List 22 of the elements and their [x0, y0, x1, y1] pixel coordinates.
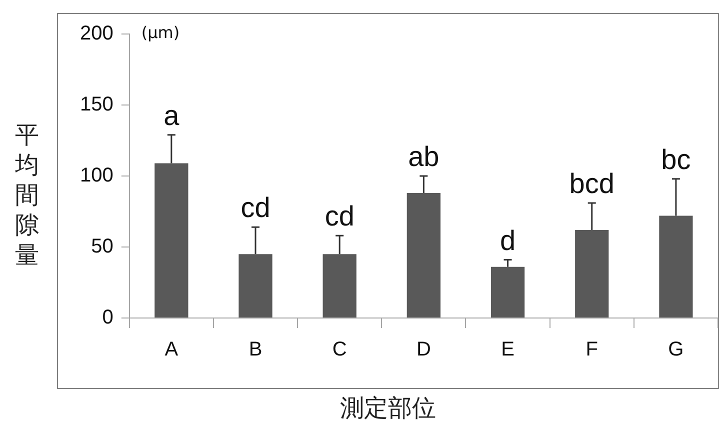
- y-tick-label: 200: [80, 22, 114, 45]
- annotation: bcd: [569, 168, 614, 199]
- annotation: (μm): [141, 23, 180, 42]
- y-tick-label: 50: [91, 236, 114, 258]
- x-tick-label: D: [416, 338, 431, 361]
- annotation: a: [164, 100, 180, 131]
- x-tick-label: B: [248, 338, 262, 361]
- annotation: bc: [661, 144, 691, 175]
- x-tick-label: F: [586, 338, 598, 361]
- y-axis-title: 平均間隙量: [14, 120, 40, 270]
- x-tick-label: E: [501, 338, 514, 361]
- y-tick-label: 100: [80, 164, 114, 187]
- y-tick-label: 0: [102, 306, 114, 329]
- annotation: cd: [324, 200, 354, 232]
- x-tick-label: G: [668, 338, 684, 361]
- x-tick-label: C: [332, 338, 347, 361]
- annotation: cd: [240, 192, 270, 224]
- y-tick-label: 150: [80, 94, 114, 116]
- x-tick-label: A: [164, 338, 179, 361]
- annotation: ab: [408, 141, 440, 172]
- annotation: d: [500, 224, 516, 256]
- x-axis-title: 測定部位: [339, 393, 437, 423]
